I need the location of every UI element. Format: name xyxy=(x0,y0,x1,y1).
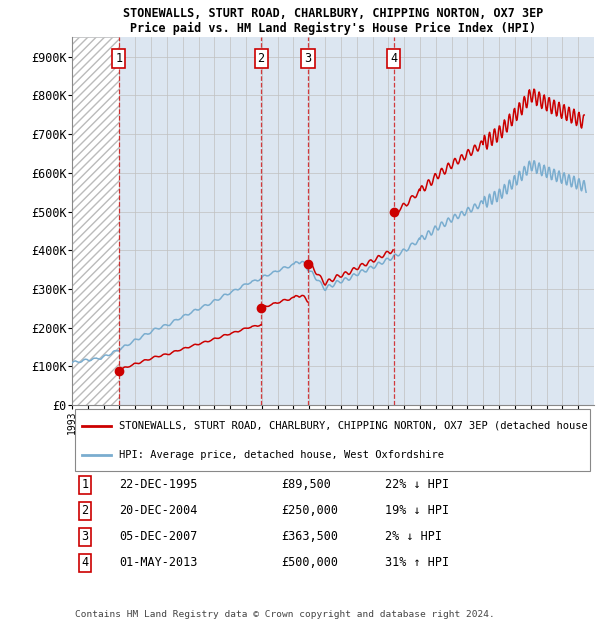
Text: Contains HM Land Registry data © Crown copyright and database right 2024.
This d: Contains HM Land Registry data © Crown c… xyxy=(74,610,494,620)
Text: 4: 4 xyxy=(390,52,397,65)
Text: 31% ↑ HPI: 31% ↑ HPI xyxy=(385,556,449,569)
Text: 19% ↓ HPI: 19% ↓ HPI xyxy=(385,505,449,517)
Text: 05-DEC-2007: 05-DEC-2007 xyxy=(119,530,197,543)
Text: 01-MAY-2013: 01-MAY-2013 xyxy=(119,556,197,569)
Text: HPI: Average price, detached house, West Oxfordshire: HPI: Average price, detached house, West… xyxy=(119,450,444,460)
Bar xyxy=(72,37,119,405)
Title: STONEWALLS, STURT ROAD, CHARLBURY, CHIPPING NORTON, OX7 3EP
Price paid vs. HM La: STONEWALLS, STURT ROAD, CHARLBURY, CHIPP… xyxy=(123,7,543,35)
Text: 22-DEC-1995: 22-DEC-1995 xyxy=(119,479,197,492)
Text: 1: 1 xyxy=(82,479,89,492)
Text: 2: 2 xyxy=(257,52,265,65)
Text: 20-DEC-2004: 20-DEC-2004 xyxy=(119,505,197,517)
Text: £363,500: £363,500 xyxy=(281,530,338,543)
Text: 1: 1 xyxy=(115,52,122,65)
Text: 22% ↓ HPI: 22% ↓ HPI xyxy=(385,479,449,492)
Text: 3: 3 xyxy=(304,52,311,65)
Text: 4: 4 xyxy=(82,556,89,569)
Text: 2: 2 xyxy=(82,505,89,517)
Text: £250,000: £250,000 xyxy=(281,505,338,517)
Text: 2% ↓ HPI: 2% ↓ HPI xyxy=(385,530,442,543)
Text: £89,500: £89,500 xyxy=(281,479,331,492)
FancyBboxPatch shape xyxy=(74,409,590,471)
Text: £500,000: £500,000 xyxy=(281,556,338,569)
Text: STONEWALLS, STURT ROAD, CHARLBURY, CHIPPING NORTON, OX7 3EP (detached house: STONEWALLS, STURT ROAD, CHARLBURY, CHIPP… xyxy=(119,421,588,431)
Text: 3: 3 xyxy=(82,530,89,543)
